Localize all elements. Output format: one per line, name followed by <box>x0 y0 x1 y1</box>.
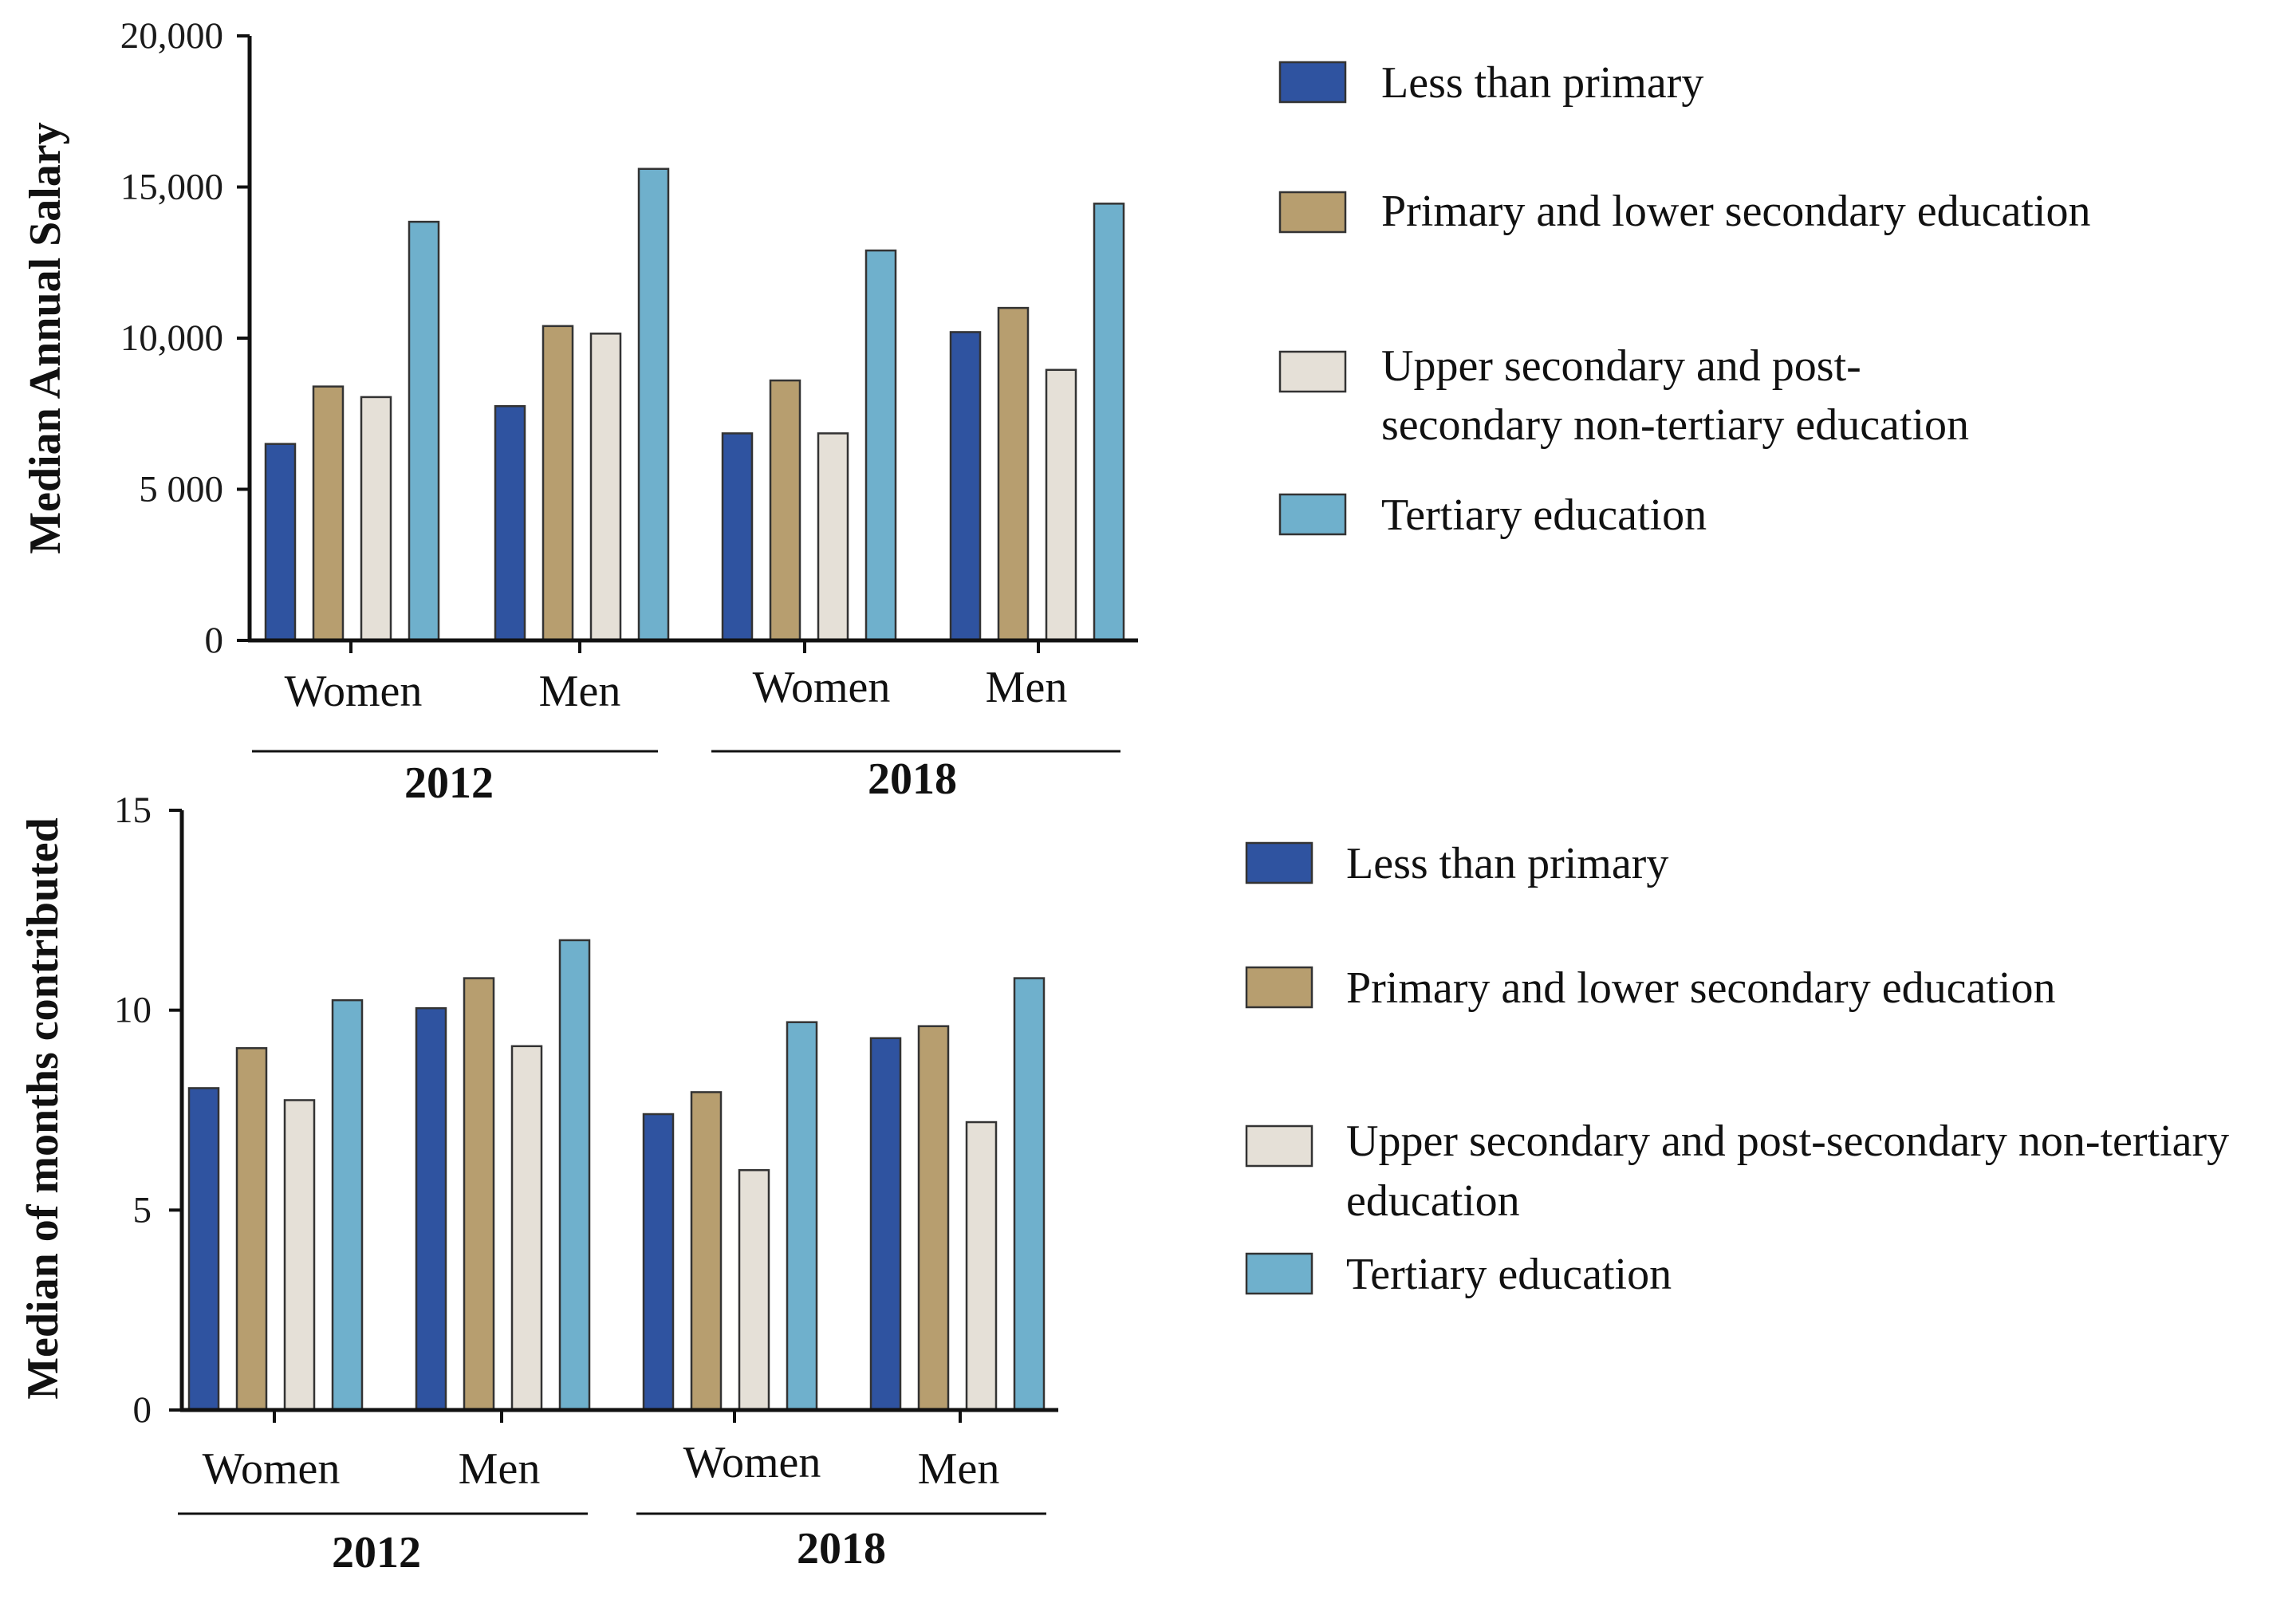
x-group-label-women-2018: Women <box>683 1438 821 1487</box>
bar-1-men-2012-series-3 <box>589 333 622 642</box>
x-group-label-men-2018: Men <box>918 1444 1000 1494</box>
bar-2-men-2012-series-4 <box>558 939 591 1412</box>
legend-swatch-series-1 <box>1278 61 1347 104</box>
bar-1-women-2018-series-4 <box>864 249 897 642</box>
y-axis-title: Median Annual Salary <box>21 122 70 553</box>
bar-2-women-2018-series-1 <box>642 1113 675 1412</box>
y-tick-label: 10 <box>114 990 152 1031</box>
x-group-label-men-2012: Men <box>539 667 621 716</box>
legend-swatch-series-3 <box>1245 1124 1313 1168</box>
x-group-label-women-2018: Women <box>753 663 891 712</box>
y-tick-label: 20,000 <box>120 15 223 57</box>
bar-2-women-2018-series-2 <box>690 1091 723 1412</box>
bar-1-women-2012-series-2 <box>312 385 345 642</box>
legend-2: Less than primary Primary and lower secon… <box>1245 839 2229 1299</box>
legend-swatch-series-3 <box>1278 350 1347 393</box>
legend-swatch-series-4 <box>1245 1252 1313 1295</box>
legend-label-series-2: Primary and lower secondary education <box>1381 187 2090 236</box>
bar-2-women-2018-series-4 <box>786 1021 818 1412</box>
bar-1-men-2012-series-2 <box>542 325 574 642</box>
year-label-2012: 2012 <box>332 1528 421 1577</box>
bar-1-men-2018-series-4 <box>1093 203 1125 642</box>
legend-label-series-1: Less than primary <box>1346 839 1668 888</box>
year-label-2018: 2018 <box>797 1524 886 1573</box>
bar-2-men-2018-series-2 <box>917 1025 950 1412</box>
legend-label-series-3: Upper secondary and post- <box>1381 341 1861 391</box>
bar-2-men-2012-series-2 <box>463 977 495 1412</box>
legend-swatch-series-2 <box>1278 191 1347 234</box>
x-group-label-men-2012: Men <box>459 1444 541 1494</box>
bar-1-men-2012-series-1 <box>494 405 526 642</box>
year-label-2012: 2012 <box>404 758 494 808</box>
bar-1-women-2018-series-3 <box>817 432 849 642</box>
legend-swatch-series-2 <box>1245 966 1313 1009</box>
x-group-label-women-2012: Women <box>203 1444 341 1494</box>
y-tick-label: 5 000 <box>139 469 223 510</box>
y-tick-label: 10,000 <box>120 317 223 359</box>
legend-label-series-3: education <box>1346 1176 1520 1226</box>
bar-2-women-2018-series-3 <box>738 1168 770 1412</box>
x-group-label-women-2012: Women <box>285 667 423 716</box>
bar-2-men-2012-series-1 <box>415 1006 447 1412</box>
year-label-2018: 2018 <box>868 754 957 804</box>
bar-2-men-2012-series-3 <box>510 1045 543 1412</box>
legend-swatch-series-1 <box>1245 841 1313 884</box>
bar-1-men-2018-series-3 <box>1045 368 1077 642</box>
y-tick-label: 5 <box>133 1189 152 1231</box>
legend-label-series-3: secondary non-tertiary education <box>1381 400 1969 450</box>
y-tick-label: 15 <box>114 790 152 831</box>
bar-2-men-2018-series-4 <box>1013 977 1046 1412</box>
bar-1-women-2012-series-3 <box>360 396 392 642</box>
legend-label-series-3: Upper secondary and post-secondary non-t… <box>1346 1117 2229 1166</box>
y-tick-label: 0 <box>205 620 224 661</box>
bar-2-women-2012-series-1 <box>187 1087 220 1412</box>
x-group-label-men-2018: Men <box>986 663 1068 712</box>
chart-panel-1: 0 5 000 10,000 15,000 20,000 Women Men Women Men… <box>21 15 2090 808</box>
legend-label-series-4: Tertiary education <box>1381 490 1707 540</box>
y-tick-label: 0 <box>133 1389 152 1431</box>
bar-2-women-2012-series-2 <box>235 1047 268 1412</box>
y-tick-label: 15,000 <box>120 167 223 208</box>
y-axis-title: Median of months contributed <box>18 817 68 1400</box>
legend-label-series-1: Less than primary <box>1381 58 1703 108</box>
bar-2-women-2012-series-4 <box>331 998 364 1412</box>
legend-label-series-2: Primary and lower secondary education <box>1346 963 2055 1013</box>
bar-1-women-2012-series-1 <box>264 443 297 642</box>
bar-1-women-2018-series-1 <box>721 432 754 642</box>
legend-swatch-series-4 <box>1278 493 1347 536</box>
bar-2-men-2018-series-1 <box>869 1037 902 1412</box>
bar-1-men-2012-series-4 <box>637 167 670 642</box>
legend-1: Less than primary Primary and lower secon… <box>1278 58 2090 540</box>
bar-2-women-2012-series-3 <box>283 1099 316 1412</box>
bar-1-women-2018-series-2 <box>769 379 801 642</box>
bar-1-men-2018-series-2 <box>997 306 1030 642</box>
legend-label-series-4: Tertiary education <box>1346 1250 1672 1299</box>
bar-2-men-2018-series-3 <box>965 1121 998 1412</box>
bar-1-women-2012-series-4 <box>408 220 440 642</box>
bar-1-men-2018-series-1 <box>949 331 982 642</box>
chart-panel-2: 0 5 10 15 Women Men Women Men 2012 2018 Median of … <box>18 790 2229 1577</box>
